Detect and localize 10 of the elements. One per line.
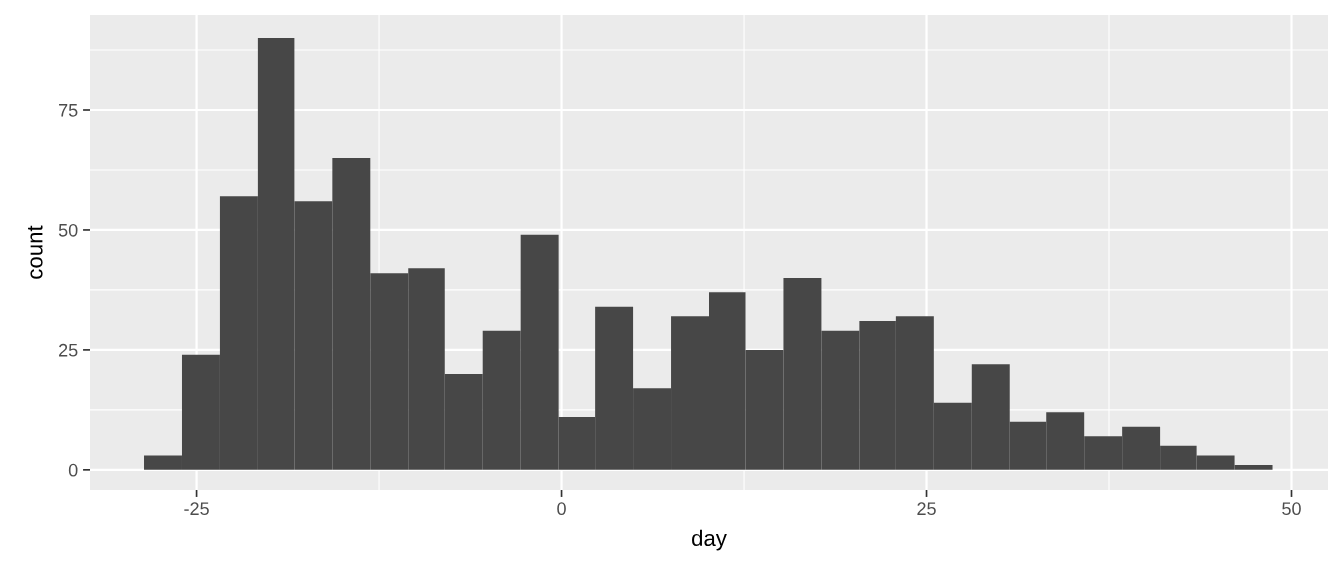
x-tick-label: 25 bbox=[917, 502, 936, 516]
x-tick-label: 0 bbox=[557, 502, 566, 516]
y-tick-label: 50 bbox=[58, 223, 78, 237]
y-axis-title: count bbox=[28, 225, 43, 279]
y-tick-label: 0 bbox=[68, 463, 78, 477]
x-tick-label: 50 bbox=[1282, 502, 1301, 516]
x-axis-title: day bbox=[692, 529, 727, 551]
y-tick-label: 25 bbox=[59, 343, 78, 357]
y-tick-label: 75 bbox=[59, 104, 78, 117]
x-tick-label: -25 bbox=[184, 502, 209, 516]
